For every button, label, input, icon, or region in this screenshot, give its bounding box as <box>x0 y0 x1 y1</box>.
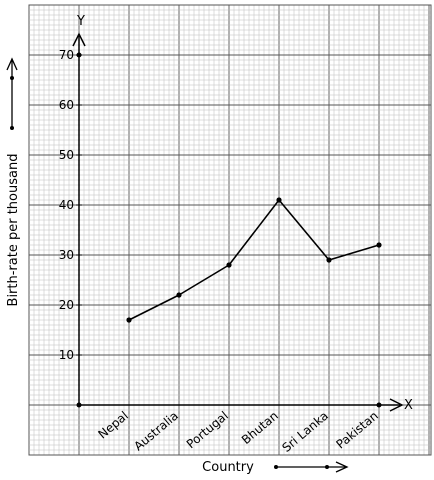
series-polyline <box>128 199 380 321</box>
y-tick-labels: 10 20 30 40 50 60 70 <box>59 48 82 362</box>
data-point <box>226 262 232 268</box>
y-axis-arrowhead <box>72 32 86 47</box>
x-direction-arrow <box>274 461 349 473</box>
data-point <box>376 242 382 248</box>
graph-paper-grid <box>28 4 432 456</box>
y-tick-label: 50 <box>59 148 74 162</box>
y-tick-label: 60 <box>59 98 74 112</box>
data-point <box>326 257 332 263</box>
data-point <box>126 317 132 323</box>
data-point <box>276 197 282 203</box>
x-axis-title: Country <box>202 460 254 475</box>
y-axis-letter: Y <box>76 14 85 29</box>
y-tick-label: 40 <box>59 198 74 212</box>
y-direction-arrow <box>6 57 18 130</box>
y-axis-title: Birth-rate per thousand <box>6 154 21 307</box>
x-axis-letter: X <box>404 398 413 413</box>
y-axis-top-point <box>76 52 82 58</box>
series-line <box>126 197 382 323</box>
data-point <box>176 292 182 298</box>
x-axis-arrowhead <box>389 398 404 412</box>
x-axis-end-point <box>376 402 382 408</box>
origin-point <box>76 402 82 408</box>
y-tick-label: 10 <box>59 348 74 362</box>
y-tick-label: 70 <box>59 48 74 62</box>
y-tick-label: 20 <box>59 298 74 312</box>
y-tick-label: 30 <box>59 248 74 262</box>
